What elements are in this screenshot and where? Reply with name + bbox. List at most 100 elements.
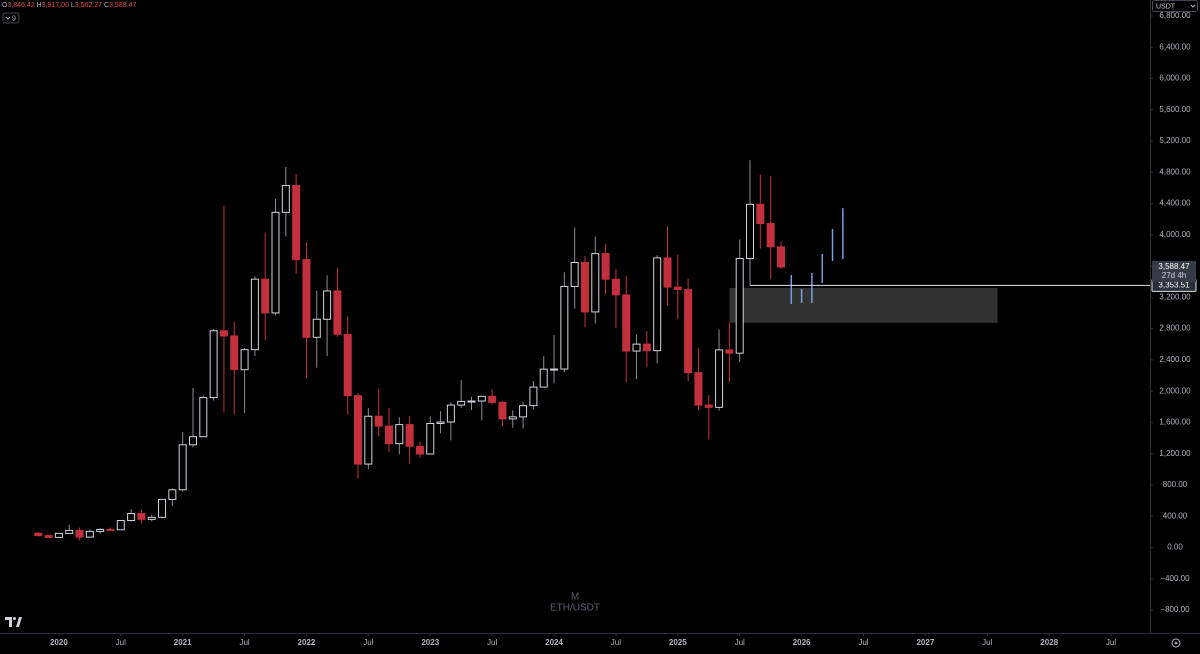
candle-body [477, 395, 486, 402]
y-tick-label: 1,600.00 [1159, 418, 1191, 427]
y-tick-label: 4,800.00 [1159, 167, 1191, 176]
candle-body [591, 253, 600, 313]
candle-body [96, 528, 105, 532]
watermark-interval: M [571, 592, 579, 603]
last-price-badge [1152, 261, 1196, 283]
currency-arrow [1190, 4, 1196, 8]
candle-body [570, 262, 579, 287]
candle-body [611, 278, 620, 296]
settings-icon [1174, 641, 1178, 645]
currency-select[interactable]: USDT [1152, 0, 1198, 12]
candle-body [580, 262, 589, 313]
legend-value: 3,917.00 [42, 2, 69, 9]
currency-box [1152, 0, 1198, 12]
candle-body [632, 343, 641, 352]
indicator-count: 9 [12, 15, 16, 22]
y-tick-label: 6,800.00 [1159, 11, 1191, 20]
settings-button[interactable] [1171, 638, 1181, 648]
x-tick-label: Jul [1106, 638, 1116, 647]
y-tick-label: 0.00 [1167, 543, 1183, 552]
candle-body [498, 401, 507, 420]
toggle-arrow [5, 16, 11, 20]
candle-body [158, 498, 167, 518]
currency-label: USDT [1156, 3, 1176, 10]
candle-body [364, 415, 373, 465]
x-tick-label: 2027 [916, 638, 934, 647]
x-tick-label: 2022 [298, 638, 316, 647]
candle-body [446, 404, 455, 423]
candle-body [735, 257, 744, 354]
x-tick-label: Jul [858, 638, 868, 647]
candle-body [250, 278, 259, 351]
logo-part [16, 617, 22, 627]
candle-body [374, 415, 383, 427]
candle-body [766, 223, 775, 248]
candle-body [261, 278, 270, 314]
x-tick-label: 2024 [545, 638, 563, 647]
indicators-toggle[interactable]: 9 [2, 12, 20, 24]
y-tick-label: 2,400.00 [1159, 355, 1191, 364]
candle-body [178, 444, 187, 491]
y-tick-label: 4,000.00 [1159, 230, 1191, 239]
candle-body [188, 436, 197, 446]
y-tick-label: 800.00 [1163, 480, 1188, 489]
toggle-box [2, 12, 20, 24]
x-tick-label: 2023 [421, 638, 439, 647]
candle-body [694, 372, 703, 406]
candle-body [343, 333, 352, 397]
candle-body [106, 528, 115, 531]
plot-area [34, 160, 1150, 541]
legend-key: C [104, 2, 109, 9]
x-tick-label: Jul [487, 638, 497, 647]
candle-body [715, 349, 724, 408]
candle-body [54, 532, 63, 538]
candle-body [663, 257, 672, 288]
candle-body [642, 343, 651, 352]
candle-body [281, 185, 290, 213]
candle-body [116, 520, 125, 531]
y-tick-label: 2,800.00 [1159, 324, 1191, 333]
legend-key: L [71, 2, 75, 9]
candle-body [209, 330, 218, 399]
candle-body [457, 400, 466, 406]
candle-body [147, 516, 156, 520]
candle-body [230, 335, 239, 371]
y-tick-label: 400.00 [1163, 511, 1188, 520]
candle-body [488, 395, 497, 403]
candle-body [395, 424, 404, 445]
x-tick-label: 2025 [669, 638, 687, 647]
legend-value: 3,846.42 [7, 2, 34, 9]
candle-body [529, 386, 538, 407]
watermark-symbol: ETH/USDT [550, 603, 600, 614]
x-tick-label: Jul [363, 638, 373, 647]
y-tick-label: 2,000.00 [1159, 386, 1191, 395]
legend-value: 3,588.47 [109, 2, 136, 9]
candle-body [312, 318, 321, 338]
candle-body [168, 489, 177, 500]
candle-body [271, 211, 280, 314]
candle-body [725, 349, 734, 354]
candle-body [219, 330, 228, 337]
candle-body [776, 246, 785, 268]
candle-body [601, 253, 610, 280]
candle-body [199, 397, 208, 438]
candle-body [354, 395, 363, 465]
candle-body [508, 416, 517, 420]
level-label: 3,353.51 [1158, 280, 1190, 289]
x-tick-label: 2021 [174, 638, 192, 647]
candle-body [127, 513, 136, 522]
logo-part [13, 617, 16, 620]
x-tick-label: Jul [116, 638, 126, 647]
candle-body [323, 290, 332, 320]
candle-body [550, 368, 559, 371]
candle-body [519, 405, 528, 418]
candle-body [653, 257, 662, 352]
y-tick-label: 6,400.00 [1159, 42, 1191, 51]
y-tick-label: 5,600.00 [1159, 105, 1191, 114]
legend-value: 3,562.27 [75, 2, 102, 9]
candle-body [560, 285, 569, 370]
candle-body [622, 294, 631, 352]
last-price-label: 3,588.47 [1158, 262, 1190, 271]
candle-body [292, 185, 301, 261]
